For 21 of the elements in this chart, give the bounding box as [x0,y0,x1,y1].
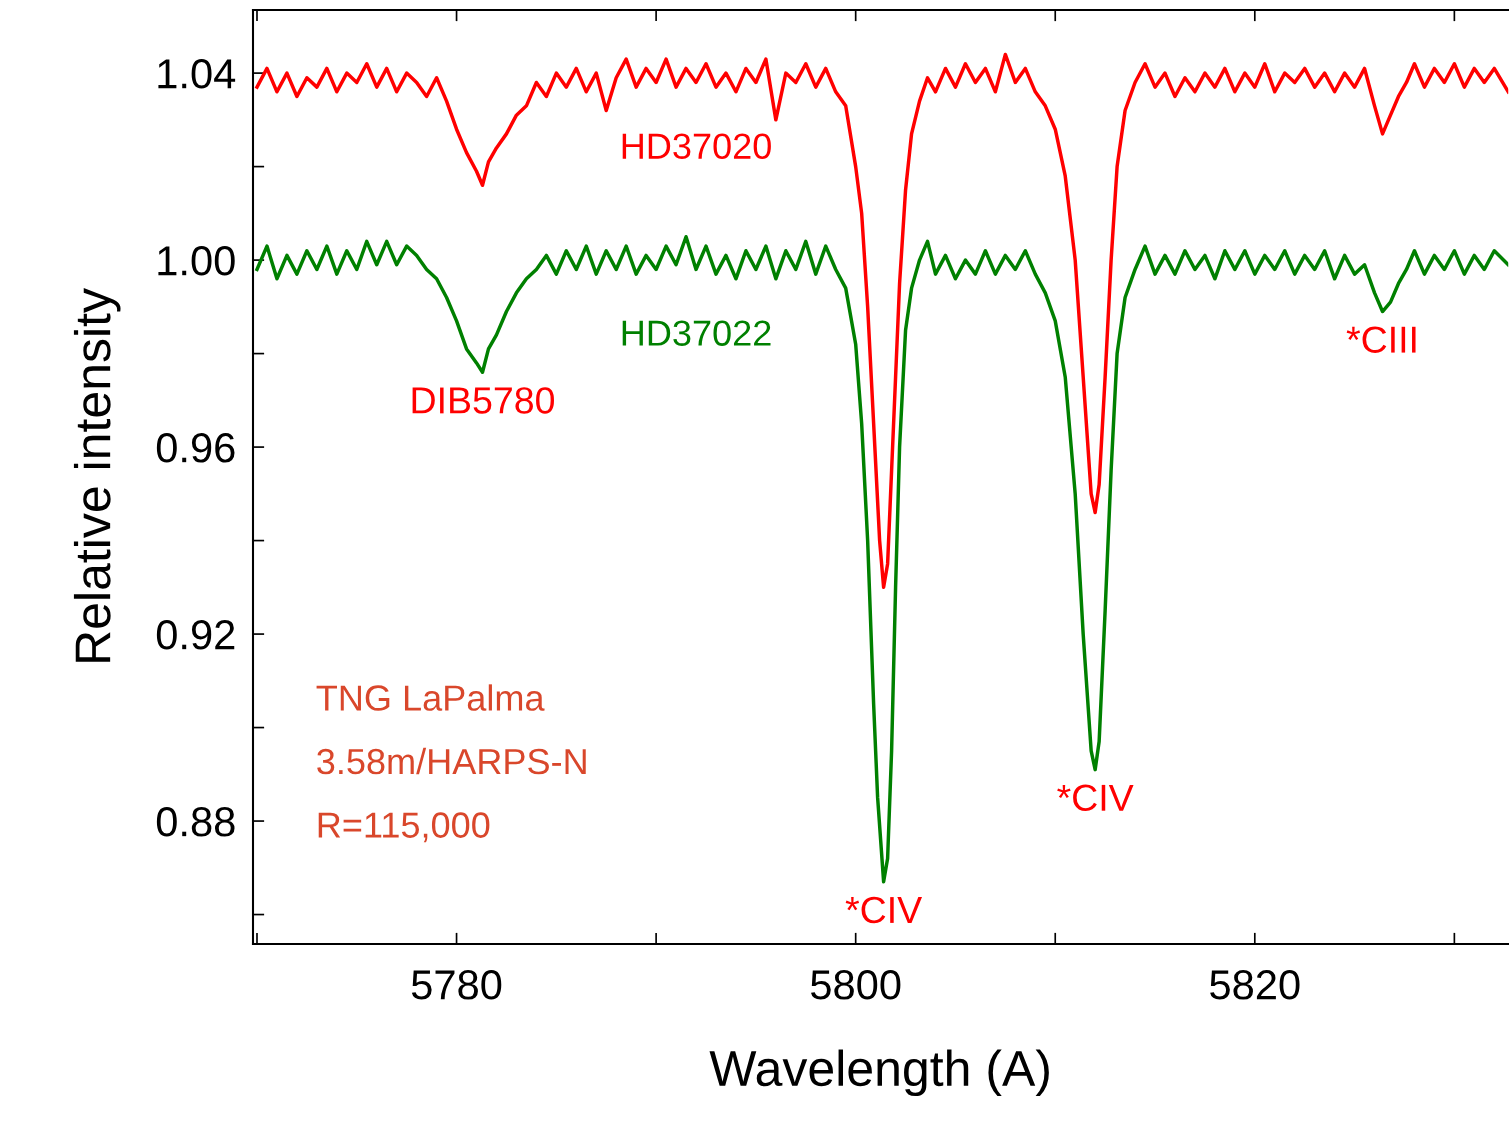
y-tick-label: 1.04 [158,59,236,89]
annotation: *CIII [1346,326,1416,353]
x-tick-label: 5820 [1210,970,1300,1000]
annotation: R=115,000 [318,812,490,843]
y-axis-title: Relative intensity [73,288,121,662]
annotation: TNG LaPalma [316,684,545,711]
annotation: 3.58m/HARPS-N [317,747,586,775]
annotation: DIB5780 [412,387,554,414]
y-tick-label: 0.88 [156,807,235,837]
series-label: HD37020 [622,133,771,159]
x-tick-label: 5780 [411,970,502,1000]
annotation: *CIV [845,896,922,924]
x-tick-label: 5800 [811,970,901,1000]
series-label: HD37022 [622,320,771,346]
annotation: *CIV [1057,784,1134,812]
x-axis-title: Wavelength (A) [709,1049,1049,1097]
y-tick-label: 1.00 [158,246,235,276]
line-series [255,52,1509,590]
y-tick-label: 0.92 [156,620,235,650]
y-tick-label: 0.96 [156,433,235,463]
line-series [255,234,1509,884]
